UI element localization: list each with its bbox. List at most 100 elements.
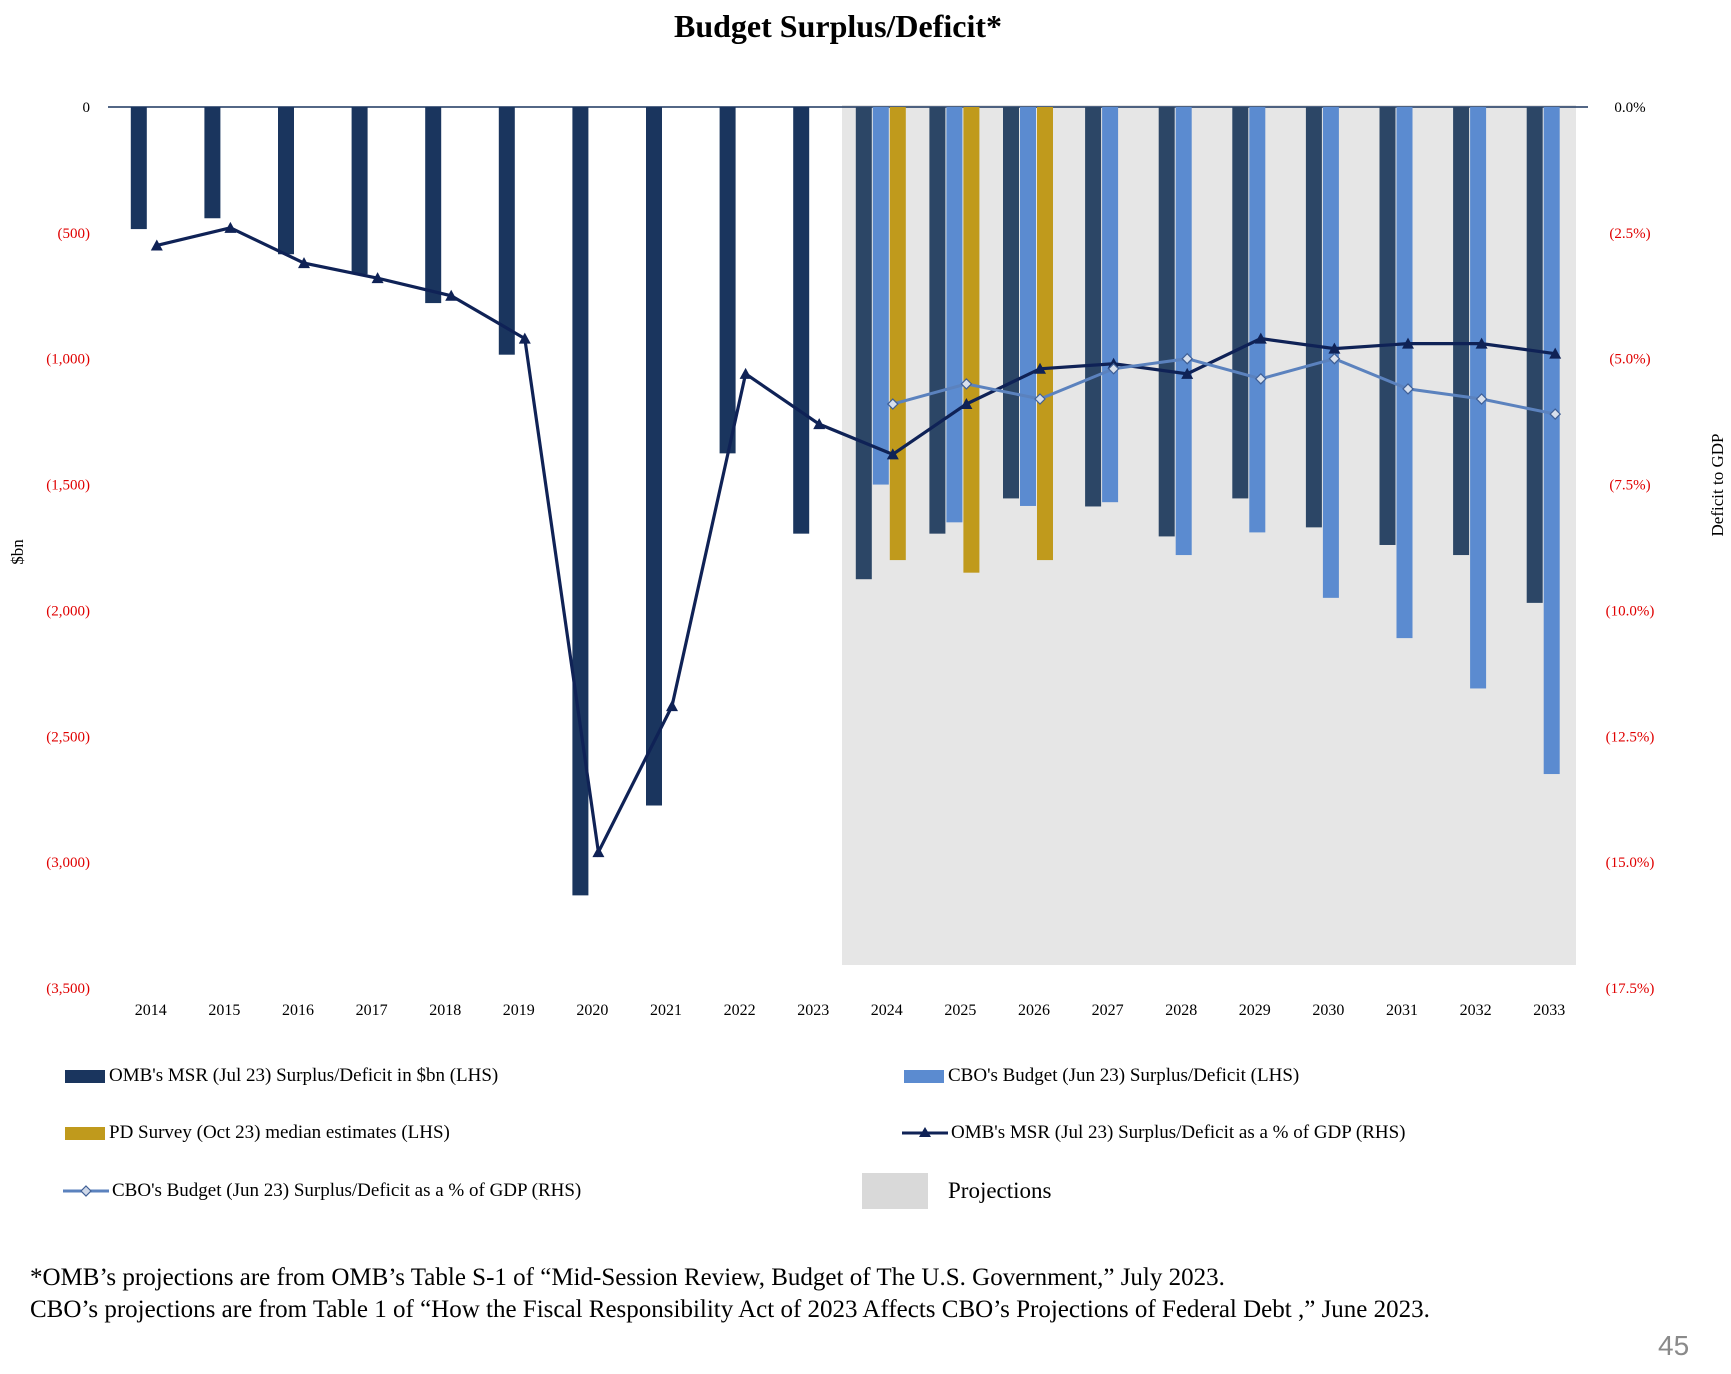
y-tick-left: (1,000) (46, 352, 90, 368)
y-tick-right: (5.0%) (1609, 352, 1650, 368)
bar (1453, 107, 1470, 556)
y-tick-left: (2,500) (46, 729, 90, 745)
budget-chart: 0 (500) (1,000) (1,500) (2,000) (2,500) (3,000… (8, 100, 1727, 1019)
bar (130, 107, 147, 230)
y-axis-left-title: $bn (8, 539, 27, 565)
bar (963, 107, 980, 573)
bar (351, 107, 368, 275)
legend-label-omb-line: OMB's MSR (Jul 23) Surplus/Deficit as a … (951, 1122, 1406, 1143)
data-point-triangle (592, 846, 605, 858)
bar (278, 107, 294, 255)
y-tick-right: (10.0%) (1606, 603, 1655, 619)
data-point-diamond (886, 398, 899, 410)
footnote-line-2: CBO’s projections are from Table 1 of “H… (30, 1296, 1430, 1323)
legend-label-projections: Projections (948, 1178, 1052, 1203)
legend-item-cbo-line: CBO's Budget (Jun 23) Surplus/Deficit as… (63, 1180, 581, 1202)
bar (1526, 107, 1543, 603)
bar (572, 107, 589, 896)
data-point-triangle (1549, 347, 1562, 359)
y-tick-left: (3,000) (46, 855, 90, 871)
bar (646, 107, 662, 806)
legend-swatch-omb-line (902, 1127, 948, 1137)
data-point-triangle (1328, 342, 1341, 354)
series-line (892, 357, 1556, 416)
legend-item-cbo-bar: CBO's Budget (Jun 23) Surplus/Deficit (L… (904, 1065, 1299, 1087)
y-tick-right: (2.5%) (1609, 226, 1650, 242)
bar (1020, 107, 1036, 506)
data-point-diamond (1254, 373, 1267, 385)
legend-label-cbo-line: CBO's Budget (Jun 23) Surplus/Deficit as… (112, 1180, 582, 1201)
x-tick-label: 2029 (1239, 1002, 1271, 1019)
data-point-diamond (1402, 383, 1414, 395)
data-point-diamond (1107, 362, 1120, 375)
y-tick-right: 0.0% (1614, 100, 1645, 116)
x-tick-label: 2033 (1533, 1002, 1565, 1019)
legend-swatch-pd-bar (65, 1126, 105, 1140)
x-tick-label: 2016 (282, 1002, 314, 1019)
page-number: 45 (1658, 1330, 1690, 1361)
bar (855, 107, 872, 580)
y-tick-right: (17.5%) (1606, 981, 1655, 997)
bar (498, 107, 515, 355)
legend-item-omb-line: OMB's MSR (Jul 23) Surplus/Deficit as a … (902, 1122, 1406, 1144)
y-tick-right: (15.0%) (1606, 855, 1655, 871)
bar (204, 107, 221, 219)
tick-label-layer: 0 (500) (1,000) (1,500) (2,000) (2,500) (3,000… (46, 100, 1654, 1019)
bar (1249, 107, 1266, 533)
data-point-triangle (813, 418, 826, 430)
data-point-diamond (960, 378, 973, 390)
data-point-diamond (1475, 393, 1488, 405)
y-tick-left: 0 (83, 100, 91, 116)
x-tick-label: 2021 (650, 1002, 682, 1019)
bar (1102, 107, 1119, 503)
data-point-diamond (1181, 352, 1194, 365)
x-tick-label: 2028 (1165, 1002, 1197, 1019)
bar (929, 107, 946, 534)
data-point-triangle (886, 448, 899, 460)
bar (872, 107, 889, 485)
data-point-triangle (1181, 367, 1194, 379)
footnote-line-1: *OMB’s projections are from OMB’s Table … (30, 1264, 1225, 1291)
bar (946, 107, 963, 523)
x-tick-label: 2031 (1386, 1002, 1418, 1019)
line-layer (150, 221, 1562, 858)
data-point-triangle (1254, 332, 1267, 344)
chart-title: Budget Surplus/Deficit* (673, 8, 1003, 44)
bar (1379, 107, 1396, 545)
y-tick-left: (1,500) (46, 478, 90, 494)
y-tick-left: (3,500) (46, 981, 90, 997)
x-tick-label: 2032 (1460, 1002, 1492, 1019)
legend-swatch-cbo-line (63, 1185, 109, 1197)
x-tick-label: 2020 (576, 1002, 608, 1019)
y-tick-right: (7.5%) (1609, 478, 1650, 494)
x-tick-label: 2019 (503, 1002, 535, 1019)
legend-swatch-omb-bar (65, 1069, 105, 1083)
data-point-triangle (1402, 337, 1414, 349)
legend-item-omb-bar: OMB's MSR (Jul 23) Surplus/Deficit in $b… (65, 1065, 498, 1087)
x-tick-label: 2030 (1312, 1002, 1344, 1019)
data-point-triangle (371, 272, 384, 284)
x-tick-label: 2026 (1018, 1002, 1050, 1019)
bar (1037, 107, 1053, 561)
data-point-triangle (518, 332, 531, 344)
y-axis-right-title: Deficit to GDP (1708, 434, 1727, 537)
legend-item-projections: Projections (862, 1173, 1052, 1209)
series-line (156, 226, 1556, 858)
bar (1305, 107, 1322, 528)
bar (889, 107, 906, 561)
data-point-triangle (666, 700, 678, 712)
bar (1003, 107, 1019, 499)
data-point-triangle (150, 239, 163, 251)
legend-item-pd-bar: PD Survey (Oct 23) median estimates (LHS… (65, 1122, 450, 1144)
data-point-diamond (1034, 393, 1046, 405)
bar (1543, 107, 1560, 775)
bar (1175, 107, 1192, 556)
legend-label-pd-bar: PD Survey (Oct 23) median estimates (LHS… (109, 1122, 450, 1143)
bar (793, 107, 810, 534)
legend-label-cbo-bar: CBO's Budget (Jun 23) Surplus/Deficit (L… (948, 1065, 1300, 1086)
data-point-triangle (445, 289, 458, 301)
x-tick-label: 2027 (1092, 1002, 1124, 1019)
data-point-triangle (960, 398, 973, 410)
x-tick-label: 2014 (135, 1002, 167, 1019)
legend-swatch-projections (862, 1173, 928, 1209)
